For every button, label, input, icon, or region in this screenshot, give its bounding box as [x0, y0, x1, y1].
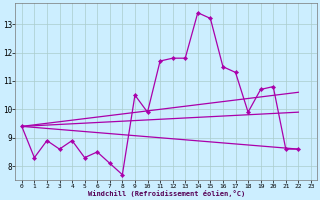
X-axis label: Windchill (Refroidissement éolien,°C): Windchill (Refroidissement éolien,°C)	[88, 190, 245, 197]
